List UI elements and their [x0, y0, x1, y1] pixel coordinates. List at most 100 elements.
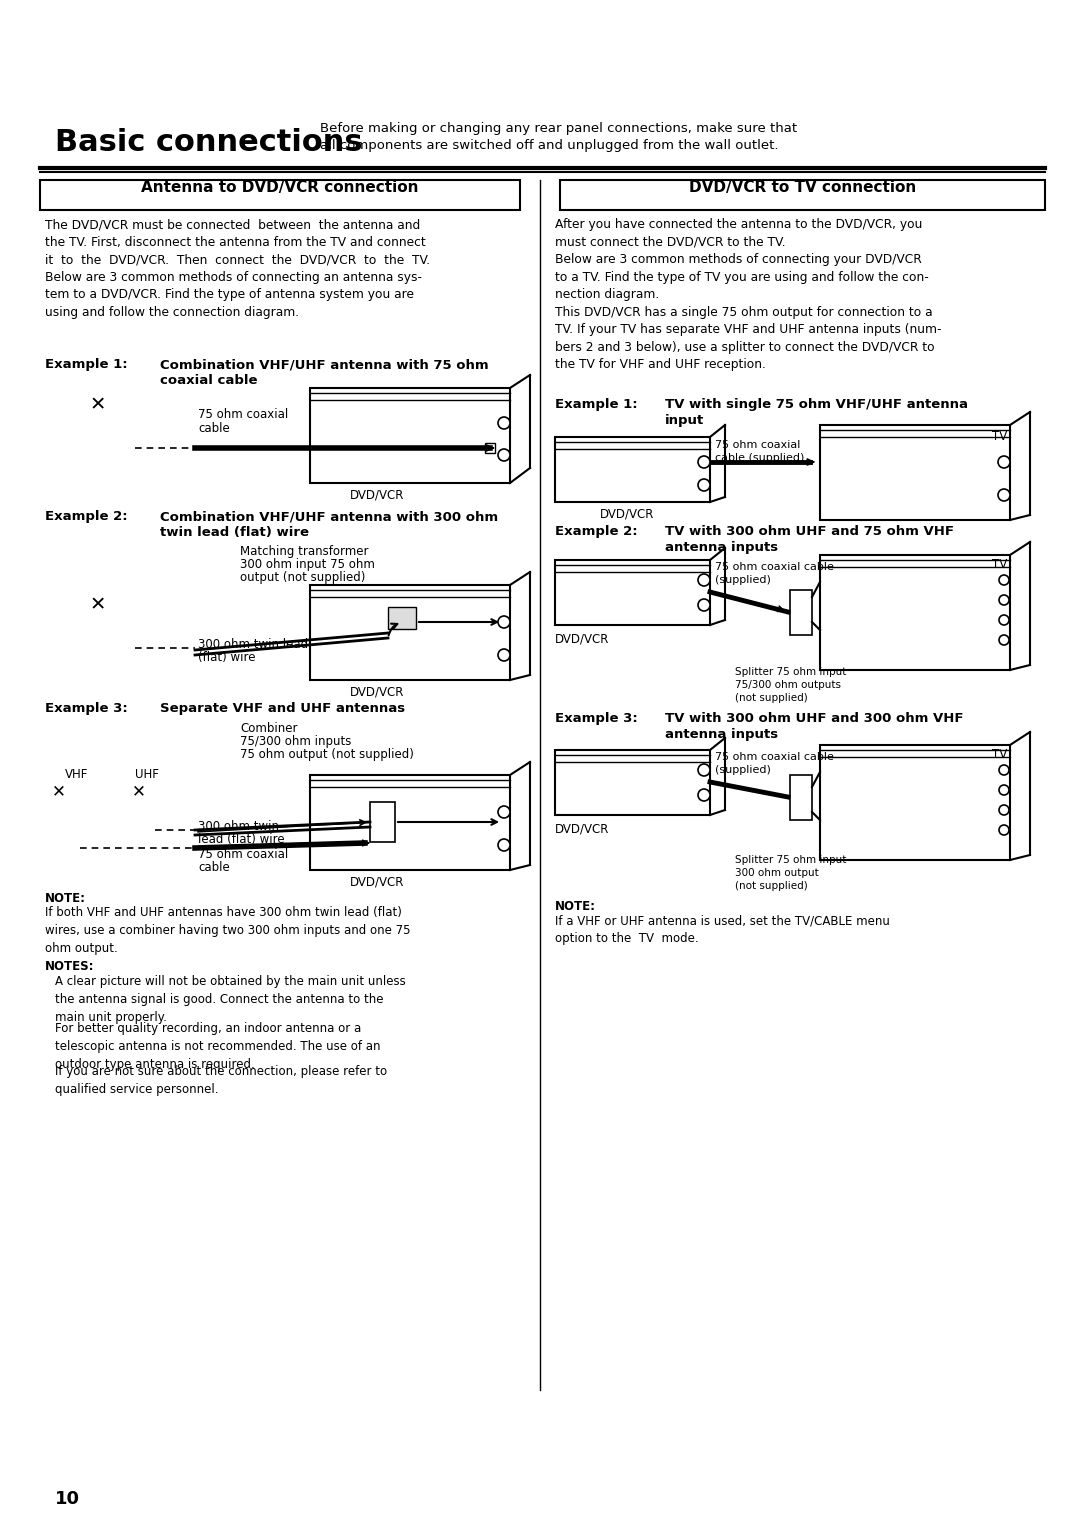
Text: Example 1:: Example 1:: [555, 397, 637, 411]
Text: 75 ohm coaxial: 75 ohm coaxial: [198, 408, 288, 422]
Text: Splitter 75 ohm input: Splitter 75 ohm input: [735, 668, 847, 677]
Circle shape: [999, 636, 1009, 645]
Text: 10: 10: [55, 1490, 80, 1508]
Bar: [820, 555, 1010, 669]
Text: ✕: ✕: [90, 396, 106, 414]
Circle shape: [498, 616, 510, 628]
Bar: [820, 425, 1010, 520]
Bar: [561, 180, 1045, 209]
Text: Example 1:: Example 1:: [45, 358, 127, 371]
Text: DVD/VCR: DVD/VCR: [350, 685, 404, 698]
Text: NOTE:: NOTE:: [555, 900, 596, 914]
Text: (flat) wire: (flat) wire: [198, 651, 256, 665]
Text: 300 ohm input 75 ohm: 300 ohm input 75 ohm: [240, 558, 375, 571]
Text: 75 ohm coaxial: 75 ohm coaxial: [715, 440, 800, 451]
Circle shape: [698, 575, 710, 587]
Circle shape: [698, 764, 710, 776]
Bar: [789, 590, 812, 636]
Bar: [555, 750, 710, 814]
Text: Example 3:: Example 3:: [45, 701, 127, 715]
Text: Basic connections: Basic connections: [55, 128, 363, 157]
Circle shape: [498, 449, 510, 461]
Bar: [40, 180, 519, 209]
Text: TV with 300 ohm UHF and 75 ohm VHF: TV with 300 ohm UHF and 75 ohm VHF: [665, 526, 954, 538]
Text: 300 ohm twin lead: 300 ohm twin lead: [198, 639, 308, 651]
Text: (supplied): (supplied): [715, 766, 771, 775]
Text: cable (supplied): cable (supplied): [715, 452, 805, 463]
Text: 75 ohm coaxial: 75 ohm coaxial: [198, 848, 288, 860]
Bar: [310, 388, 510, 483]
Text: Antenna to DVD/VCR connection: Antenna to DVD/VCR connection: [141, 180, 419, 196]
Text: Combiner: Combiner: [240, 723, 297, 735]
Text: Example 3:: Example 3:: [555, 712, 638, 724]
Text: UHF: UHF: [135, 769, 159, 781]
Text: Separate VHF and UHF antennas: Separate VHF and UHF antennas: [160, 701, 405, 715]
Text: TV with single 75 ohm VHF/UHF antenna: TV with single 75 ohm VHF/UHF antenna: [665, 397, 968, 411]
Bar: [555, 559, 710, 625]
Bar: [555, 437, 710, 503]
Text: 75/300 ohm inputs: 75/300 ohm inputs: [240, 735, 351, 749]
Text: NOTE:: NOTE:: [45, 892, 86, 905]
Text: 75 ohm output (not supplied): 75 ohm output (not supplied): [240, 749, 414, 761]
Circle shape: [698, 788, 710, 801]
Bar: [370, 802, 395, 842]
Text: If a VHF or UHF antenna is used, set the TV/CABLE menu
option to the  TV  mode.: If a VHF or UHF antenna is used, set the…: [555, 914, 890, 944]
Text: 75 ohm coaxial cable: 75 ohm coaxial cable: [715, 752, 834, 762]
Text: DVD/VCR: DVD/VCR: [600, 507, 654, 520]
Text: After you have connected the antenna to the DVD/VCR, you
must connect the DVD/VC: After you have connected the antenna to …: [555, 219, 942, 371]
Bar: [820, 746, 1010, 860]
Circle shape: [698, 455, 710, 468]
Text: Example 2:: Example 2:: [555, 526, 637, 538]
Text: 75/300 ohm outputs: 75/300 ohm outputs: [735, 680, 841, 691]
Circle shape: [498, 649, 510, 662]
Text: (not supplied): (not supplied): [735, 882, 808, 891]
Circle shape: [999, 825, 1009, 834]
Circle shape: [498, 417, 510, 429]
Text: TV: TV: [993, 749, 1008, 761]
Text: input: input: [665, 414, 704, 426]
Text: DVD/VCR: DVD/VCR: [555, 633, 609, 645]
Text: For better quality recording, an indoor antenna or a
telescopic antenna is not r: For better quality recording, an indoor …: [55, 1022, 380, 1071]
Circle shape: [998, 489, 1010, 501]
Circle shape: [698, 599, 710, 611]
Circle shape: [999, 785, 1009, 795]
Text: TV with 300 ohm UHF and 300 ohm VHF: TV with 300 ohm UHF and 300 ohm VHF: [665, 712, 963, 724]
Text: 300 ohm twin: 300 ohm twin: [198, 821, 279, 833]
Text: Matching transformer: Matching transformer: [240, 545, 368, 558]
Text: Example 2:: Example 2:: [45, 510, 127, 523]
Text: ✕: ✕: [132, 782, 146, 801]
Bar: [310, 775, 510, 869]
Text: VHF: VHF: [65, 769, 89, 781]
Text: cable: cable: [198, 422, 230, 435]
Bar: [388, 607, 416, 630]
Circle shape: [999, 766, 1009, 775]
Circle shape: [999, 805, 1009, 814]
Text: DVD/VCR to TV connection: DVD/VCR to TV connection: [689, 180, 917, 196]
Text: coaxial cable: coaxial cable: [160, 374, 257, 387]
Text: ✕: ✕: [52, 782, 66, 801]
Bar: [310, 585, 510, 680]
Text: DVD/VCR: DVD/VCR: [350, 876, 404, 888]
Text: Combination VHF/UHF antenna with 300 ohm: Combination VHF/UHF antenna with 300 ohm: [160, 510, 498, 523]
Text: TV: TV: [993, 429, 1008, 443]
Circle shape: [698, 478, 710, 490]
Bar: [789, 775, 812, 821]
Circle shape: [999, 575, 1009, 585]
Circle shape: [498, 839, 510, 851]
Text: antenna inputs: antenna inputs: [665, 727, 778, 741]
Circle shape: [999, 594, 1009, 605]
Text: (supplied): (supplied): [715, 575, 771, 585]
Circle shape: [498, 805, 510, 817]
Circle shape: [999, 614, 1009, 625]
Text: If both VHF and UHF antennas have 300 ohm twin lead (flat)
wires, use a combiner: If both VHF and UHF antennas have 300 oh…: [45, 906, 410, 955]
Text: twin lead (flat) wire: twin lead (flat) wire: [160, 526, 309, 539]
Text: (not supplied): (not supplied): [735, 694, 808, 703]
Text: Before making or changing any rear panel connections, make sure that
all compone: Before making or changing any rear panel…: [320, 122, 797, 151]
Text: The DVD/VCR must be connected  between  the antenna and
the TV. First, disconnec: The DVD/VCR must be connected between th…: [45, 219, 430, 318]
Text: TV: TV: [993, 558, 1008, 571]
Text: Combination VHF/UHF antenna with 75 ohm: Combination VHF/UHF antenna with 75 ohm: [160, 358, 488, 371]
Text: If you are not sure about the connection, please refer to
qualified service pers: If you are not sure about the connection…: [55, 1065, 387, 1096]
Text: NOTES:: NOTES:: [45, 960, 95, 973]
Bar: [485, 443, 495, 452]
Text: 300 ohm output: 300 ohm output: [735, 868, 819, 879]
